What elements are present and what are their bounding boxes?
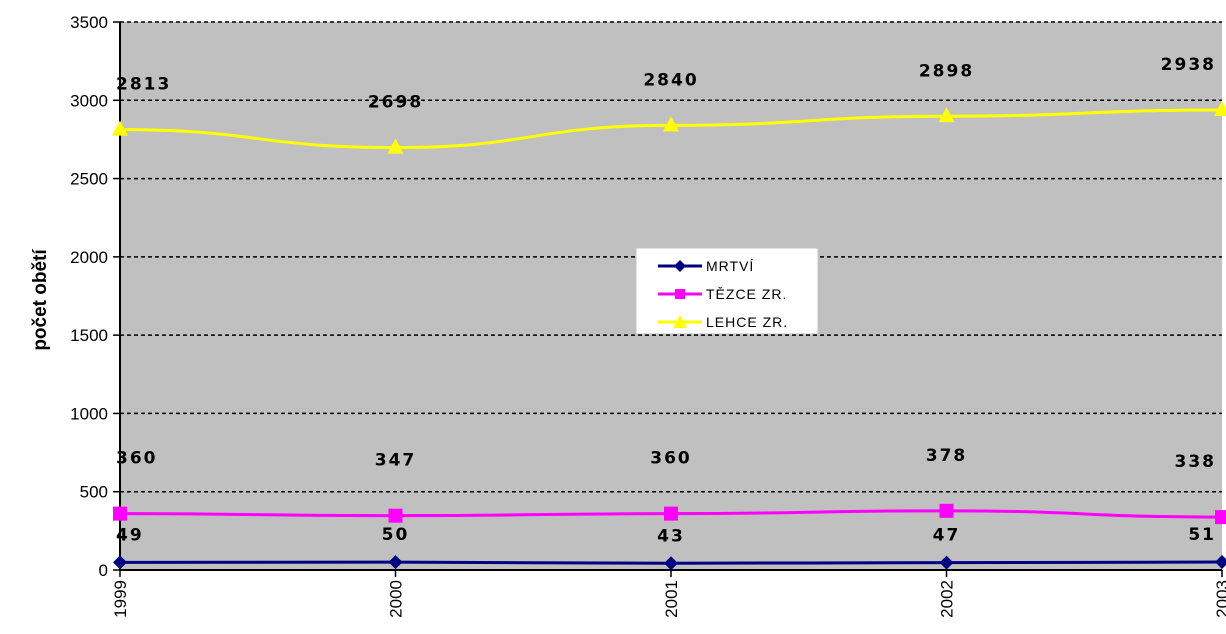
diamond-marker-icon xyxy=(674,260,686,272)
legend-item-mrtvi: MRTVÍ xyxy=(658,258,754,274)
data-point-marker xyxy=(1215,555,1226,570)
data-label: 43 xyxy=(657,526,685,546)
data-label: 50 xyxy=(382,525,410,545)
data-point-marker xyxy=(664,506,678,521)
series-group xyxy=(112,100,1226,571)
data-point-marker xyxy=(112,120,128,136)
data-point-marker xyxy=(938,107,955,123)
data-label: 51 xyxy=(1188,525,1216,545)
y-tick-label: 500 xyxy=(80,483,108,502)
data-label: 49 xyxy=(116,525,144,545)
legend-item-lehce: LEHCE ZR. xyxy=(658,314,788,330)
y-tick-label: 2000 xyxy=(70,248,108,267)
data-point-marker xyxy=(388,555,403,570)
y-tick-label: 3500 xyxy=(70,13,108,32)
data-label: 47 xyxy=(933,526,961,546)
x-axis-ticks: 1999 2000 2001 2002 2003 xyxy=(111,570,1226,618)
x-tick-label: 1999 xyxy=(111,580,130,618)
data-label: 2898 xyxy=(919,61,974,81)
gridlines xyxy=(120,21,1222,493)
square-marker-icon xyxy=(675,289,685,299)
legend-label-mrtvi: MRTVÍ xyxy=(706,258,754,274)
legend-label-tezce: TĚZCE ZR. xyxy=(706,286,787,302)
data-point-marker xyxy=(388,508,403,523)
x-tick-label: 2000 xyxy=(387,580,406,618)
legend-item-tezce: TĚZCE ZR. xyxy=(658,286,787,302)
data-point-marker xyxy=(1215,510,1226,525)
data-label: 347 xyxy=(375,451,417,471)
data-point-marker xyxy=(1214,100,1226,116)
data-label: 2698 xyxy=(368,93,423,113)
data-label: 2813 xyxy=(116,75,171,95)
y-tick-label: 2500 xyxy=(70,170,108,189)
data-label: 2938 xyxy=(1161,55,1216,75)
x-tick-label: 2002 xyxy=(938,580,957,618)
legend-label-lehce: LEHCE ZR. xyxy=(706,314,788,330)
x-tick-label: 2001 xyxy=(662,580,681,618)
data-label: 360 xyxy=(650,449,692,469)
data-point-marker xyxy=(939,503,954,518)
triangle-marker-icon xyxy=(673,315,687,328)
data-point-marker xyxy=(664,556,678,571)
x-tick-label: 2003 xyxy=(1213,580,1226,618)
data-point-marker xyxy=(387,138,404,154)
data-labels: 49 50 43 47 51 360 347 360 378 338 2813 2698 2840 289… xyxy=(116,55,1217,546)
y-tick-label: 3000 xyxy=(70,91,108,110)
data-point-marker xyxy=(663,116,679,132)
y-tick-label: 1000 xyxy=(70,404,108,423)
data-point-marker xyxy=(939,555,954,570)
data-label: 378 xyxy=(926,446,968,466)
data-label: 338 xyxy=(1175,452,1217,472)
y-tick-label: 0 xyxy=(99,561,108,580)
y-tick-label: 1500 xyxy=(70,326,108,345)
data-label: 2840 xyxy=(643,70,698,90)
data-label: 360 xyxy=(116,449,158,469)
data-point-marker xyxy=(113,555,127,570)
y-axis-ticks: 0 500 1000 1500 2000 2500 3000 3500 xyxy=(70,13,120,580)
data-point-marker xyxy=(113,506,127,521)
legend-box xyxy=(636,248,818,334)
legend: MRTVÍ TĚZCE ZR. LEHCE ZR. xyxy=(636,248,818,334)
y-axis-title: počet obětí xyxy=(30,249,51,351)
